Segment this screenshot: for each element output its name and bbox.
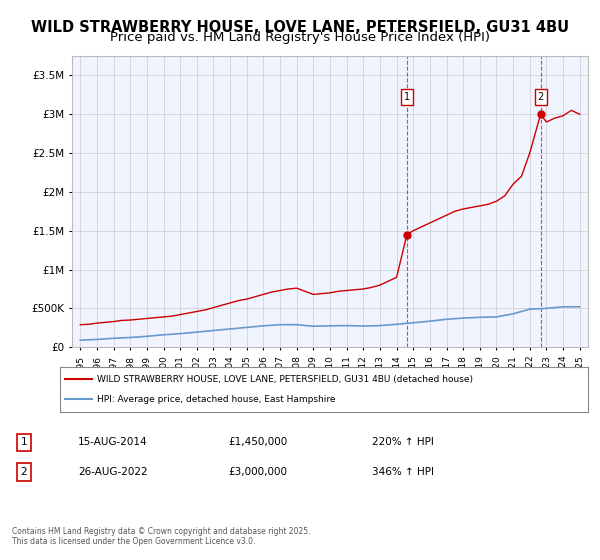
Text: WILD STRAWBERRY HOUSE, LOVE LANE, PETERSFIELD, GU31 4BU (detached house): WILD STRAWBERRY HOUSE, LOVE LANE, PETERS…: [97, 375, 473, 384]
Text: 15-AUG-2014: 15-AUG-2014: [78, 437, 148, 447]
Text: Price paid vs. HM Land Registry's House Price Index (HPI): Price paid vs. HM Land Registry's House …: [110, 31, 490, 44]
Text: 1: 1: [404, 92, 410, 102]
Text: 26-AUG-2022: 26-AUG-2022: [78, 467, 148, 477]
Text: 2: 2: [538, 92, 544, 102]
Text: WILD STRAWBERRY HOUSE, LOVE LANE, PETERSFIELD, GU31 4BU: WILD STRAWBERRY HOUSE, LOVE LANE, PETERS…: [31, 20, 569, 35]
Text: £3,000,000: £3,000,000: [228, 467, 287, 477]
Text: 1: 1: [20, 437, 28, 447]
Text: 220% ↑ HPI: 220% ↑ HPI: [372, 437, 434, 447]
Text: Contains HM Land Registry data © Crown copyright and database right 2025.
This d: Contains HM Land Registry data © Crown c…: [12, 526, 311, 546]
Text: HPI: Average price, detached house, East Hampshire: HPI: Average price, detached house, East…: [97, 395, 335, 404]
Text: 2: 2: [20, 467, 28, 477]
Text: £1,450,000: £1,450,000: [228, 437, 287, 447]
Text: 346% ↑ HPI: 346% ↑ HPI: [372, 467, 434, 477]
